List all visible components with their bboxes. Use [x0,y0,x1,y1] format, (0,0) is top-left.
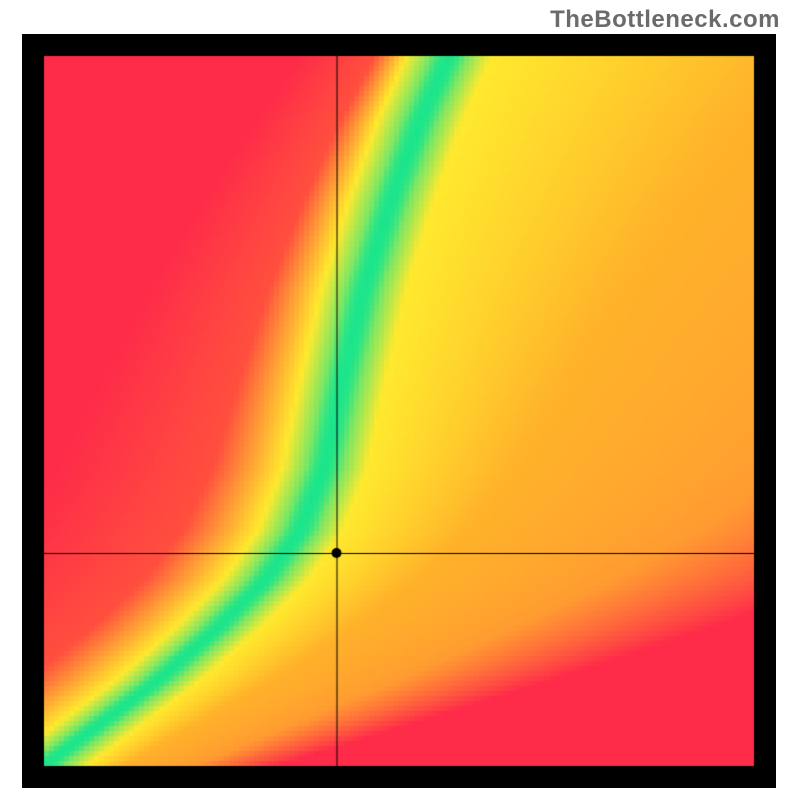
page-root: TheBottleneck.com [0,0,800,800]
watermark-text: TheBottleneck.com [550,6,780,34]
heatmap-canvas [22,34,776,788]
bottleneck-heatmap [22,34,776,788]
